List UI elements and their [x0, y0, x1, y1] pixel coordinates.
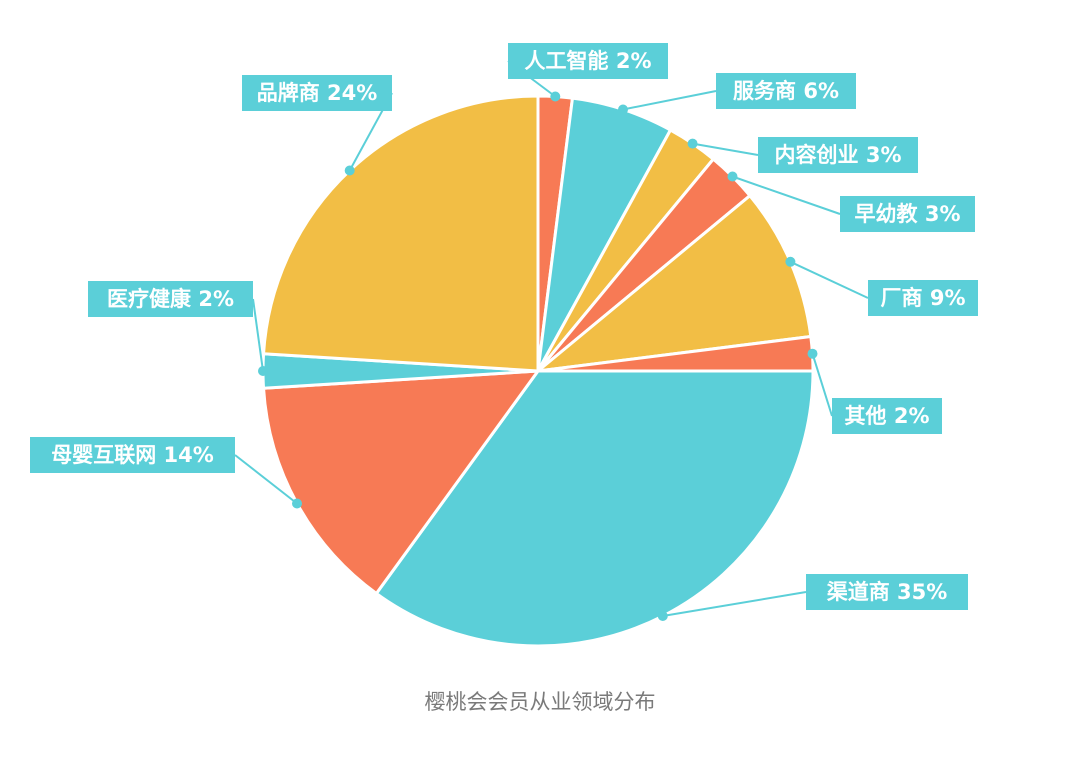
slice-label-box [758, 137, 918, 173]
slice-labels: 人工智能 2% 服务商 6% 内容创业 3% 早幼教 3% 厂商 9% 其他 2% 渠道商 … [30, 43, 978, 610]
leader-line-8 [252, 298, 264, 372]
slice-label-box [716, 73, 856, 109]
leader-line-5 [811, 353, 833, 417]
pie-chart: 人工智能 2% 服务商 6% 内容创业 3% 早幼教 3% 厂商 9% 其他 2% 渠道商 … [30, 43, 978, 648]
leader-line-2 [692, 142, 759, 156]
slice-label-6: 渠道商 35% [806, 574, 968, 610]
slice-label-4: 厂商 9% [868, 280, 978, 316]
slice-label-text: 内容创业 3% [775, 143, 902, 167]
slice-label-8: 医疗健康 2% [88, 281, 253, 317]
leader-dot-7 [292, 498, 302, 509]
slice-label-9: 品牌商 24% [242, 75, 392, 111]
slice-label-box [806, 574, 968, 610]
leader-line-3 [732, 175, 841, 215]
slice-label-box [508, 43, 668, 79]
slice-label-box [840, 196, 975, 232]
leader-line-4 [789, 260, 869, 299]
slice-label-text: 厂商 9% [881, 286, 966, 310]
slice-label-3: 早幼教 3% [840, 196, 975, 232]
leader-dot-9 [344, 165, 355, 176]
slice-label-box [832, 398, 942, 434]
leader-dot-6 [657, 611, 668, 621]
pie-slice-9 [262, 94, 540, 373]
slice-label-0: 人工智能 2% [508, 43, 668, 79]
slice-label-2: 内容创业 3% [758, 137, 918, 173]
leader-dot-2 [687, 138, 698, 149]
slice-label-text: 人工智能 2% [525, 49, 652, 73]
leader-dot-8 [258, 366, 268, 376]
pie-slices [261, 94, 815, 648]
leader-dot-3 [727, 171, 738, 182]
slice-label-text: 早幼教 3% [855, 202, 961, 226]
slice-label-text: 其他 2% [845, 404, 930, 428]
slice-label-box [868, 280, 978, 316]
slice-label-text: 医疗健康 2% [107, 287, 234, 311]
slice-label-box [242, 75, 392, 111]
leader-dot-0 [550, 91, 561, 102]
leader-dot-4 [785, 256, 796, 267]
leader-dot-5 [807, 348, 818, 359]
slice-label-text: 服务商 6% [733, 79, 839, 103]
slice-label-box [88, 281, 253, 317]
slice-label-text: 品牌商 24% [257, 81, 378, 105]
slice-label-text: 母婴互联网 14% [51, 443, 214, 467]
leader-line-1 [622, 90, 717, 111]
slice-label-box [30, 437, 235, 473]
slice-label-5: 其他 2% [832, 398, 942, 434]
slice-label-7: 母婴互联网 14% [30, 437, 235, 473]
chart-caption: 樱桃会会员从业领域分布 [424, 690, 656, 714]
leader-line-7 [234, 454, 298, 505]
slice-label-text: 渠道商 35% [827, 580, 948, 604]
leader-line-6 [662, 591, 807, 617]
leader-dot-1 [618, 104, 628, 115]
slice-label-1: 服务商 6% [716, 73, 856, 109]
